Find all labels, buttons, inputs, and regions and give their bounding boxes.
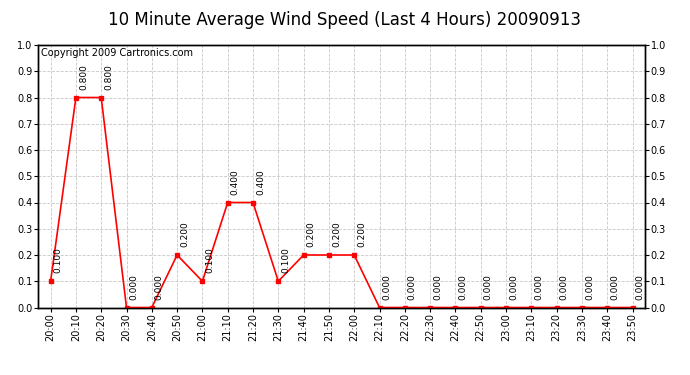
Text: 0.800: 0.800 [79, 64, 88, 90]
Text: 0.000: 0.000 [155, 274, 164, 300]
Text: 0.100: 0.100 [54, 248, 63, 273]
Text: 0.400: 0.400 [256, 169, 265, 195]
Text: 0.200: 0.200 [332, 221, 341, 247]
Text: 0.000: 0.000 [635, 274, 644, 300]
Text: 0.000: 0.000 [560, 274, 569, 300]
Text: 0.000: 0.000 [484, 274, 493, 300]
Text: 0.000: 0.000 [130, 274, 139, 300]
Text: 0.200: 0.200 [357, 221, 366, 247]
Text: 0.200: 0.200 [306, 221, 315, 247]
Text: 0.100: 0.100 [206, 248, 215, 273]
Text: 0.000: 0.000 [534, 274, 543, 300]
Text: 0.000: 0.000 [458, 274, 467, 300]
Text: 0.000: 0.000 [610, 274, 619, 300]
Text: 0.800: 0.800 [104, 64, 113, 90]
Text: 10 Minute Average Wind Speed (Last 4 Hours) 20090913: 10 Minute Average Wind Speed (Last 4 Hou… [108, 11, 582, 29]
Text: 0.000: 0.000 [509, 274, 518, 300]
Text: 0.000: 0.000 [382, 274, 391, 300]
Text: 0.200: 0.200 [180, 221, 189, 247]
Text: 0.000: 0.000 [408, 274, 417, 300]
Text: 0.400: 0.400 [230, 169, 239, 195]
Text: 0.100: 0.100 [282, 248, 290, 273]
Text: Copyright 2009 Cartronics.com: Copyright 2009 Cartronics.com [41, 48, 193, 58]
Text: 0.000: 0.000 [585, 274, 594, 300]
Text: 0.000: 0.000 [433, 274, 442, 300]
